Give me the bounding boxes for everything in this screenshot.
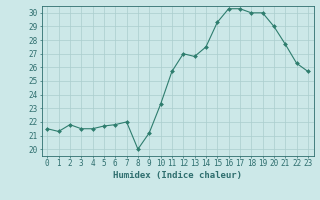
X-axis label: Humidex (Indice chaleur): Humidex (Indice chaleur) [113, 171, 242, 180]
